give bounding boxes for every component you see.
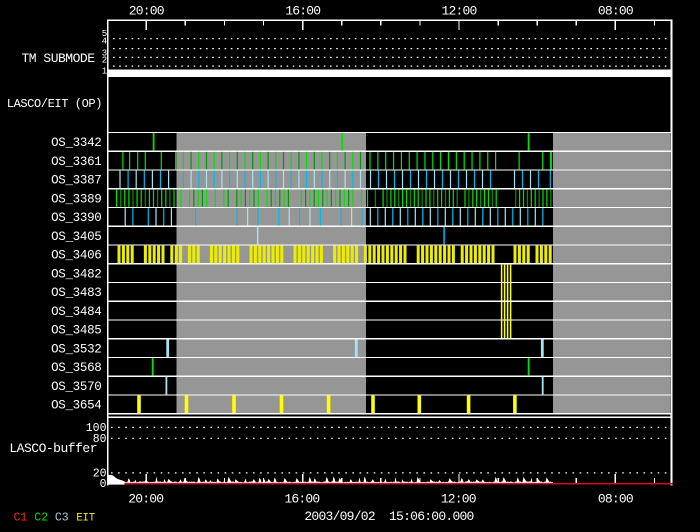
svg-text:OS_3482: OS_3482 <box>51 267 101 281</box>
svg-text:20: 20 <box>93 468 107 481</box>
svg-text:C3: C3 <box>55 511 69 524</box>
svg-text:OS_3405: OS_3405 <box>51 230 101 244</box>
svg-text:LASCO-buffer: LASCO-buffer <box>9 441 97 456</box>
svg-text:OS_3342: OS_3342 <box>51 136 101 150</box>
svg-text:C1: C1 <box>14 511 28 524</box>
svg-text:5: 5 <box>102 29 107 39</box>
svg-text:TM SUBMODE: TM SUBMODE <box>21 51 95 66</box>
svg-text:3: 3 <box>102 49 107 59</box>
svg-text:2003/09/02 15:06:00.000: 2003/09/02 15:06:00.000 <box>304 509 473 524</box>
svg-text:4: 4 <box>102 37 107 47</box>
svg-text:08:00: 08:00 <box>598 4 633 19</box>
svg-text:0: 0 <box>100 478 107 491</box>
svg-text:20:00: 20:00 <box>129 4 164 19</box>
svg-text:OS_3484: OS_3484 <box>51 305 101 319</box>
svg-text:OS_3406: OS_3406 <box>51 249 101 263</box>
svg-text:OS_3654: OS_3654 <box>51 399 101 413</box>
svg-text:1: 1 <box>102 66 107 76</box>
svg-text:16:00: 16:00 <box>284 492 319 507</box>
svg-text:OS_3361: OS_3361 <box>51 155 101 169</box>
svg-text:16:00: 16:00 <box>285 4 320 19</box>
svg-text:OS_3570: OS_3570 <box>51 380 101 394</box>
svg-text:OS_3389: OS_3389 <box>51 192 101 206</box>
svg-text:20:00: 20:00 <box>128 492 163 507</box>
svg-text:80: 80 <box>93 433 107 446</box>
svg-text:OS_3390: OS_3390 <box>51 211 101 225</box>
svg-text:C2: C2 <box>34 511 48 524</box>
svg-text:OS_3387: OS_3387 <box>51 174 101 188</box>
svg-text:OS_3568: OS_3568 <box>51 361 101 375</box>
svg-text:EIT: EIT <box>76 512 95 524</box>
svg-text:100: 100 <box>86 422 107 435</box>
svg-text:LASCO/EIT (OP): LASCO/EIT (OP) <box>7 97 102 111</box>
svg-text:12:00: 12:00 <box>441 4 476 19</box>
svg-text:OS_3532: OS_3532 <box>51 342 101 356</box>
svg-text:OS_3485: OS_3485 <box>51 324 101 338</box>
svg-text:2: 2 <box>102 56 107 66</box>
svg-text:12:00: 12:00 <box>441 492 476 507</box>
svg-text:OS_3483: OS_3483 <box>51 286 101 300</box>
svg-text:08:00: 08:00 <box>598 492 633 507</box>
